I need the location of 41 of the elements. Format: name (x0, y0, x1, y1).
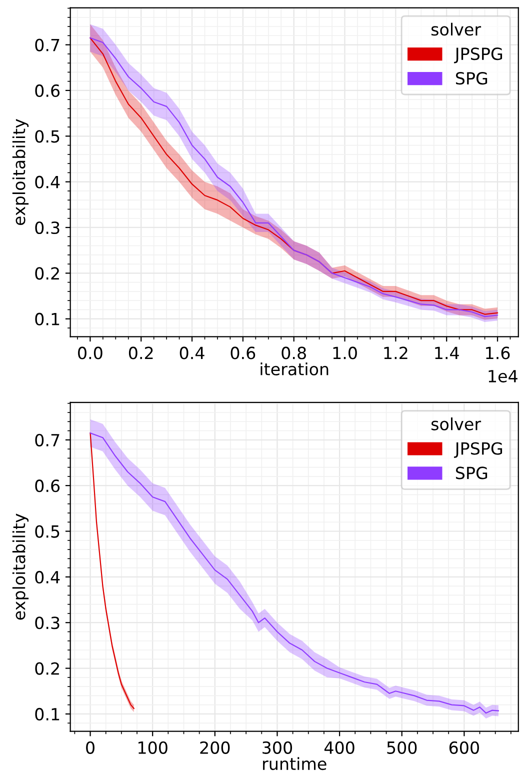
legend-label: SPG (456, 466, 488, 480)
x-tick-label: 0.2 (128, 346, 153, 360)
x-tick-label: 600 (449, 741, 479, 754)
y-tick-label: 0.2 (35, 662, 59, 675)
x-tick-label: 300 (262, 741, 292, 754)
y-tick-label: 0.7 (35, 38, 60, 52)
y-tick-label: 0.3 (35, 616, 60, 630)
x-tick-label: 0.0 (78, 346, 102, 360)
x-tick-label: 0 (86, 741, 94, 754)
y-tick-label: 0.1 (35, 312, 60, 326)
x-tick-label: 0.4 (180, 346, 204, 360)
x-tick-label: 1.4 (435, 346, 459, 360)
legend-label: SPG (456, 72, 488, 85)
x-axis-title: runtime (263, 757, 326, 770)
y-tick-label: 0.2 (35, 267, 59, 280)
y-tick-label: 0.4 (35, 570, 60, 584)
y-axis-title: exploitability (12, 514, 29, 620)
x-tick-label: 0.6 (230, 346, 256, 360)
y-tick-label: 0.7 (35, 434, 60, 446)
legend-title: solver (431, 417, 482, 430)
x-tick-label: 400 (324, 741, 354, 754)
legend-label: JPSPG (454, 442, 502, 458)
text: 1e4 (488, 370, 518, 382)
y-tick-label: 0.6 (35, 84, 60, 98)
x-tick-label: 200 (200, 741, 230, 754)
y-tick-label: 0.5 (35, 525, 60, 538)
x-tick-label: 1.0 (333, 346, 357, 360)
y-tick-label: 0.1 (35, 708, 60, 721)
x-axis-title: iteration (260, 362, 328, 376)
y-tick-label: 0.3 (35, 221, 60, 234)
y-tick-label: 0.6 (35, 480, 60, 492)
x-tick-label: 1.2 (384, 346, 408, 360)
x-tick-label: 500 (387, 741, 417, 754)
y-axis-title: exploitability (12, 118, 29, 226)
x-tick-label: 100 (138, 741, 168, 754)
y-tick-label: 0.4 (35, 176, 60, 188)
x-tick-label: 0.8 (282, 346, 306, 360)
x-tick-label: 1.6 (486, 346, 510, 360)
legend-title: solver (431, 22, 482, 36)
legend-label: JPSPG (454, 48, 502, 64)
y-tick-label: 0.5 (35, 130, 60, 143)
